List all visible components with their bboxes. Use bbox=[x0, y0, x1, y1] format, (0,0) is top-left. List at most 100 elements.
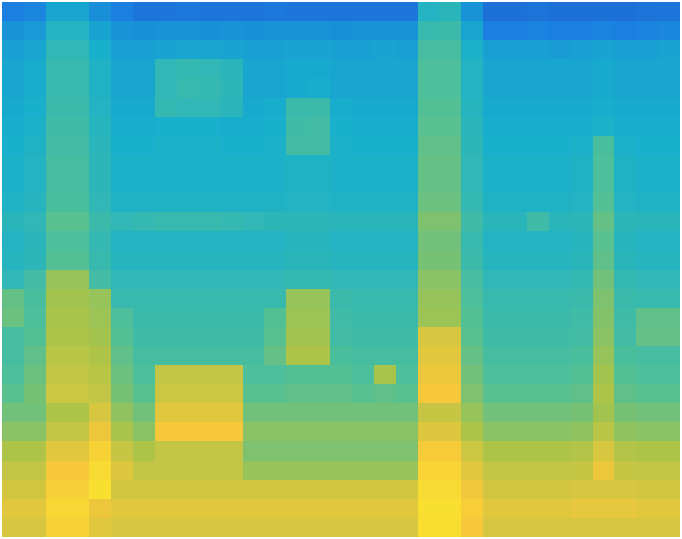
heatmap-cell bbox=[243, 327, 265, 347]
heatmap-cell bbox=[593, 193, 615, 213]
heatmap-cell bbox=[352, 461, 374, 481]
heatmap-cell bbox=[177, 441, 199, 461]
heatmap-cell bbox=[396, 174, 418, 194]
heatmap-cell bbox=[24, 327, 46, 347]
heatmap-cell bbox=[505, 365, 527, 385]
heatmap-cell bbox=[199, 308, 221, 328]
heatmap-cell bbox=[330, 384, 352, 404]
heatmap-cell bbox=[418, 78, 440, 98]
heatmap-cell bbox=[593, 365, 615, 385]
heatmap-cell bbox=[286, 78, 308, 98]
heatmap-cell bbox=[155, 212, 177, 232]
heatmap-cell bbox=[2, 136, 24, 156]
heatmap-cell bbox=[330, 365, 352, 385]
heatmap-cell bbox=[374, 518, 396, 537]
heatmap-cell bbox=[636, 289, 658, 309]
heatmap-cell bbox=[418, 98, 440, 118]
heatmap-cell bbox=[439, 422, 461, 442]
heatmap-cell bbox=[46, 346, 68, 366]
heatmap-cell bbox=[658, 98, 680, 118]
heatmap-cell bbox=[636, 193, 658, 213]
heatmap-cell bbox=[89, 2, 111, 22]
heatmap-cell bbox=[396, 21, 418, 41]
heatmap-cell bbox=[593, 117, 615, 137]
heatmap-cell bbox=[374, 327, 396, 347]
heatmap-cell bbox=[658, 136, 680, 156]
heatmap-cell bbox=[418, 59, 440, 79]
heatmap-cell bbox=[571, 403, 593, 423]
heatmap-cell bbox=[286, 2, 308, 22]
heatmap-cell bbox=[221, 422, 243, 442]
heatmap-cell bbox=[111, 136, 133, 156]
heatmap-cell bbox=[505, 461, 527, 481]
heatmap-cell bbox=[46, 384, 68, 404]
heatmap-cell bbox=[24, 365, 46, 385]
heatmap-cell bbox=[286, 480, 308, 500]
heatmap-cell bbox=[308, 78, 330, 98]
heatmap-cell bbox=[636, 308, 658, 328]
heatmap-cell bbox=[571, 441, 593, 461]
heatmap-cell bbox=[2, 117, 24, 137]
heatmap-cell bbox=[155, 518, 177, 537]
heatmap-cell bbox=[2, 98, 24, 118]
heatmap-cell bbox=[418, 480, 440, 500]
heatmap-cell bbox=[2, 270, 24, 290]
heatmap-cell bbox=[614, 59, 636, 79]
heatmap-cell bbox=[68, 461, 90, 481]
heatmap-cell bbox=[177, 59, 199, 79]
heatmap-cell bbox=[593, 40, 615, 60]
heatmap-cell bbox=[2, 174, 24, 194]
heatmap-cell bbox=[461, 346, 483, 366]
heatmap-cell bbox=[418, 308, 440, 328]
heatmap-cell bbox=[155, 59, 177, 79]
heatmap-cell bbox=[177, 308, 199, 328]
heatmap-cell bbox=[46, 250, 68, 270]
heatmap-cell bbox=[636, 155, 658, 175]
heatmap-cell bbox=[243, 403, 265, 423]
heatmap-cell bbox=[221, 155, 243, 175]
heatmap-cell bbox=[658, 155, 680, 175]
heatmap-cell bbox=[396, 422, 418, 442]
heatmap-cell bbox=[396, 499, 418, 519]
heatmap-cell bbox=[396, 136, 418, 156]
heatmap-cell bbox=[199, 480, 221, 500]
heatmap-cell bbox=[111, 499, 133, 519]
heatmap-cell bbox=[177, 289, 199, 309]
heatmap-cell bbox=[177, 212, 199, 232]
heatmap-cell bbox=[89, 98, 111, 118]
heatmap-cell bbox=[46, 98, 68, 118]
heatmap-cell bbox=[2, 2, 24, 22]
heatmap-cell bbox=[505, 21, 527, 41]
heatmap-cell bbox=[461, 231, 483, 251]
heatmap-cell bbox=[308, 327, 330, 347]
heatmap-cell bbox=[505, 40, 527, 60]
heatmap-cell bbox=[177, 250, 199, 270]
heatmap-cell bbox=[68, 289, 90, 309]
heatmap-cell bbox=[396, 193, 418, 213]
heatmap-cell bbox=[396, 518, 418, 537]
heatmap-cell bbox=[2, 250, 24, 270]
heatmap-cell bbox=[439, 174, 461, 194]
heatmap-cell bbox=[396, 289, 418, 309]
heatmap-cell bbox=[505, 2, 527, 22]
heatmap-cell bbox=[243, 422, 265, 442]
heatmap-cell bbox=[636, 270, 658, 290]
heatmap-cell bbox=[286, 174, 308, 194]
heatmap-cell bbox=[243, 40, 265, 60]
heatmap-cell bbox=[133, 499, 155, 519]
heatmap-cell bbox=[199, 136, 221, 156]
heatmap-cell bbox=[264, 250, 286, 270]
heatmap-cell bbox=[308, 270, 330, 290]
heatmap-cell bbox=[111, 78, 133, 98]
heatmap-cell bbox=[177, 2, 199, 22]
heatmap-cell bbox=[24, 231, 46, 251]
heatmap-cell bbox=[133, 117, 155, 137]
heatmap-cell bbox=[593, 250, 615, 270]
heatmap-cell bbox=[330, 250, 352, 270]
heatmap-cell bbox=[549, 21, 571, 41]
heatmap-cell bbox=[264, 384, 286, 404]
heatmap-cell bbox=[24, 2, 46, 22]
heatmap-cell bbox=[505, 212, 527, 232]
heatmap-cell bbox=[483, 461, 505, 481]
heatmap-cell bbox=[264, 59, 286, 79]
